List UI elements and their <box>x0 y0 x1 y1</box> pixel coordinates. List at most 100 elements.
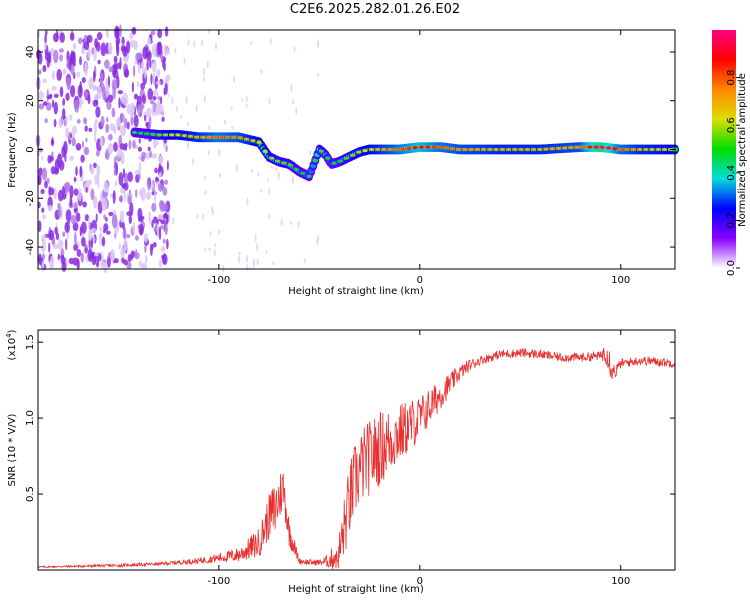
spectrogram-noise-blob <box>70 214 77 225</box>
snr-panel: -100 0 100 0.5 1.0 1.5 Height of straight li… <box>5 329 676 595</box>
spectrogram-noise-blob <box>162 238 166 244</box>
spectrogram-track-peak <box>618 148 624 151</box>
spectrogram-track-peak <box>487 148 493 151</box>
spectrogram-noise-blob <box>103 191 109 197</box>
spectrogram-noise-blob <box>101 197 108 212</box>
spectrogram-noise-blob <box>122 46 128 57</box>
spectrogram-noise-blob <box>71 137 76 147</box>
spectrogram-noise-blob <box>158 162 162 174</box>
spectrogram-noise-blob <box>93 121 97 136</box>
spectrogram-noise-blob <box>92 195 98 209</box>
spectrogram-x-ticks: -100 0 100 <box>208 30 630 286</box>
spectrogram-noise-blob <box>111 107 116 118</box>
spectrogram-track-peak <box>156 133 162 137</box>
spectrogram-noise-blob <box>79 96 82 103</box>
spectrogram-noise-blob <box>149 150 153 159</box>
spectrogram-noise-blob <box>79 165 83 178</box>
spectrogram-noise-blob <box>204 247 207 252</box>
spectrogram-noise-blob <box>121 183 126 189</box>
spectrogram-track-peak <box>562 146 568 150</box>
spectrogram-noise-blob <box>110 248 115 262</box>
spectrogram-track-peak <box>400 147 406 151</box>
spectrogram-track-peak <box>499 148 505 151</box>
spectrogram-track-peak <box>537 148 543 151</box>
spectrogram-noise-blob <box>118 24 122 38</box>
spectrogram-noise-blob <box>295 106 298 115</box>
spectrogram-noise-blob <box>76 119 81 124</box>
spectrogram-noise-blob <box>204 175 206 180</box>
spectrogram-noise-blob <box>158 171 162 178</box>
spectrogram-track-peak <box>325 156 331 160</box>
spectrogram-noise-blob <box>151 153 157 159</box>
spectrogram-noise-blob <box>206 60 209 69</box>
spectrogram-noise-blob <box>74 99 80 113</box>
spectrogram-noise-blob <box>161 116 165 122</box>
spectrogram-track-peak <box>662 148 668 151</box>
spectrogram-noise-blob <box>174 47 177 54</box>
spectrogram-noise-blob <box>104 151 108 160</box>
spectrogram-noise-blob <box>88 77 94 90</box>
spectrogram-track-peak <box>406 146 412 150</box>
spectrogram-noise-blob <box>119 143 126 150</box>
spectrogram-noise-blob <box>252 259 255 269</box>
chart-title: C2E6.2025.282.01.26.E02 <box>289 2 461 17</box>
spectrogram-noise-blob <box>120 124 126 137</box>
spectrogram-noise-blob <box>230 106 233 111</box>
spectrogram-track-peak <box>549 147 555 151</box>
spectrogram-noise-blob <box>180 115 183 119</box>
spectrogram-noise-blob <box>160 224 164 230</box>
spectrogram-noise-blob <box>87 179 92 186</box>
spectrogram-noise-blob <box>59 86 64 98</box>
snr-y-tick-label: 0.5 <box>25 486 36 502</box>
spectrogram-noise-blob <box>94 132 97 143</box>
spectrogram-noise-blob <box>38 103 45 110</box>
spectrogram-noise-blob <box>117 90 124 95</box>
spectrogram-noise-blob <box>57 202 61 210</box>
spectrogram-track-peak <box>281 161 287 165</box>
spectrogram-track-peak <box>431 145 437 149</box>
spectrogram-track-peak <box>344 156 349 160</box>
spectrogram-noise-blob <box>146 107 152 114</box>
spectrogram-noise-blob <box>81 77 86 83</box>
spectrogram-track-peak <box>269 156 275 160</box>
spectrogram-noise-blob <box>122 228 127 239</box>
spectrogram-noise-blob <box>80 221 87 234</box>
spectrogram-panel: -100 0 100 -40 -20 0 20 40 Height of straight … <box>7 24 679 297</box>
spectrogram-noise-blob <box>241 98 244 102</box>
spectrogram-track-peak <box>468 148 474 151</box>
spectrogram-noise-blob <box>64 116 69 122</box>
spectrogram-noise-blob <box>246 254 248 263</box>
spectrogram-track-peak <box>219 135 225 139</box>
spectrogram-noise-blob <box>151 219 154 228</box>
spectrogram-noise-blob <box>152 96 157 101</box>
spectrogram-noise-blob <box>137 146 143 152</box>
spectrogram-noise-blob <box>142 46 148 60</box>
spectrogram-noise-blob <box>111 78 118 91</box>
spectrogram-noise-blob <box>37 220 42 233</box>
spectrogram-noise-blob <box>51 86 57 91</box>
spectrogram-noise-blob <box>52 243 59 250</box>
spectrogram-noise-blob <box>100 261 106 268</box>
spectrogram-noise-blob <box>84 243 88 248</box>
spectrogram-noise-blob <box>87 48 91 59</box>
spectrogram-noise-blob <box>157 41 163 56</box>
spectrogram-noise-blob <box>202 75 205 83</box>
spectrogram-noise-blob <box>193 40 196 48</box>
spectrogram-noise-blob <box>53 49 59 64</box>
spectrogram-noise-blob <box>62 98 66 106</box>
spectrogram-track-peak <box>381 148 387 151</box>
spectrogram-noise-blob <box>164 26 169 37</box>
spectrogram-noise-blob <box>134 169 141 175</box>
spectrogram-noise-blob <box>105 230 111 235</box>
spectrogram-noise-blob <box>38 90 44 101</box>
spectrogram-noise-blob <box>145 152 150 160</box>
spectrogram-noise-blob <box>74 231 77 246</box>
spectrogram-noise-blob <box>156 68 161 78</box>
spectrogram-noise-blob <box>85 186 88 193</box>
spectrogram-noise-blob <box>113 141 118 152</box>
spectrogram-y-tick-label: -40 <box>25 239 36 255</box>
spectrogram-noise-blob <box>146 191 152 199</box>
spectrogram-track-peak <box>262 150 268 153</box>
spectrogram-noise-blob <box>183 57 186 66</box>
spectrogram-noise-blob <box>115 36 121 46</box>
